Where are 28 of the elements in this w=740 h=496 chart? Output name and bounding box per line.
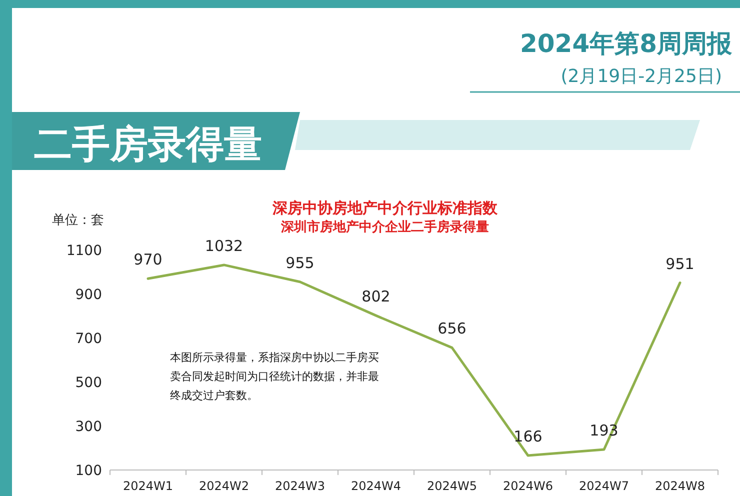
text: 二手房录得量	[34, 122, 262, 166]
y-axis-title: 单位：套	[52, 213, 104, 228]
data-label: 802	[362, 288, 390, 306]
x-tick-label: 2024W8	[654, 479, 706, 493]
x-tick-label: 2024W6	[502, 479, 554, 493]
data-label: 955	[286, 254, 314, 272]
text: (2月19日-2月25日)	[560, 66, 722, 87]
x-tick-label: 2024W4	[350, 479, 402, 493]
y-tick-label: 900	[75, 287, 102, 303]
data-label: 1032	[204, 236, 244, 255]
x-tick-label: 2024W2	[198, 479, 250, 493]
y-tick-label: 300	[75, 419, 102, 435]
annotation: 本图所示录得量，系指深房中协以二手房买卖合同发起时间为口径统计的数据，并非最终成交过户套数。	[170, 350, 380, 404]
y-tick-label: 700	[75, 331, 102, 347]
text: 2024年第8周周报	[520, 29, 733, 58]
x-tick-label: 2024W7	[578, 479, 630, 493]
chart-subtitle: 深圳市房地产中介企业二手房录得量	[280, 219, 489, 235]
x-tick-label: 2024W5	[426, 479, 478, 493]
x-tick-label: 2024W3	[274, 479, 326, 493]
data-label: 656	[438, 320, 466, 338]
data-label: 166	[514, 427, 542, 446]
y-tick-label: 500	[75, 375, 102, 391]
y-tick-label: 1100	[66, 243, 102, 259]
x-tick-label: 2024W1	[122, 479, 174, 493]
y-tick-label: 100	[75, 463, 102, 479]
data-label: 951	[666, 254, 694, 273]
data-label: 970	[134, 250, 162, 269]
chart-title: 深房中协房地产中介行业标准指数	[272, 199, 498, 217]
